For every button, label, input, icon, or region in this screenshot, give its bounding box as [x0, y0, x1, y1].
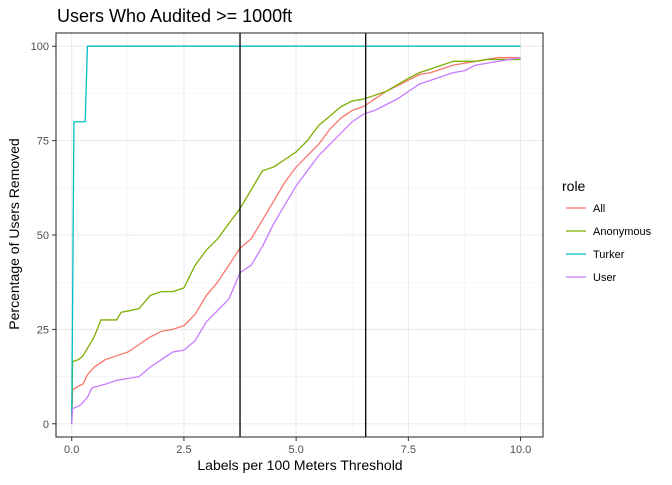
- x-tick-label: 5.0: [288, 444, 303, 456]
- y-axis: 0 25 50 75 100: [31, 41, 56, 431]
- chart-title: Users Who Audited >= 1000ft: [57, 6, 292, 26]
- series-line-all: [71, 56, 521, 424]
- y-tick-label: 75: [37, 136, 49, 148]
- legend-title: role: [562, 178, 586, 194]
- y-tick-label: 100: [31, 41, 49, 53]
- plot-panel: [55, 32, 544, 438]
- legend-label-anonymous: Anonymous: [593, 226, 652, 238]
- x-tick-label: 2.5: [176, 444, 191, 456]
- legend: role All Anonymous Turker User: [562, 178, 652, 284]
- x-axis: 0.0 2.5 5.0 7.5 10.0: [64, 437, 531, 456]
- x-tick-label: 10.0: [510, 444, 531, 456]
- series-line-turker: [71, 45, 521, 424]
- y-tick-label: 25: [37, 324, 49, 336]
- legend-label-turker: Turker: [593, 249, 625, 261]
- y-tick-label: 0: [43, 419, 49, 431]
- series-line-user: [71, 56, 521, 424]
- legend-label-all: All: [593, 203, 605, 215]
- x-tick-label: 7.5: [401, 444, 416, 456]
- y-tick-label: 50: [37, 230, 49, 242]
- x-axis-title: Labels per 100 Meters Threshold: [197, 457, 402, 473]
- x-tick-label: 0.0: [64, 444, 79, 456]
- series-line-anonymous: [71, 58, 521, 424]
- y-axis-title: Percentage of Users Removed: [6, 138, 22, 329]
- legend-label-user: User: [593, 272, 617, 284]
